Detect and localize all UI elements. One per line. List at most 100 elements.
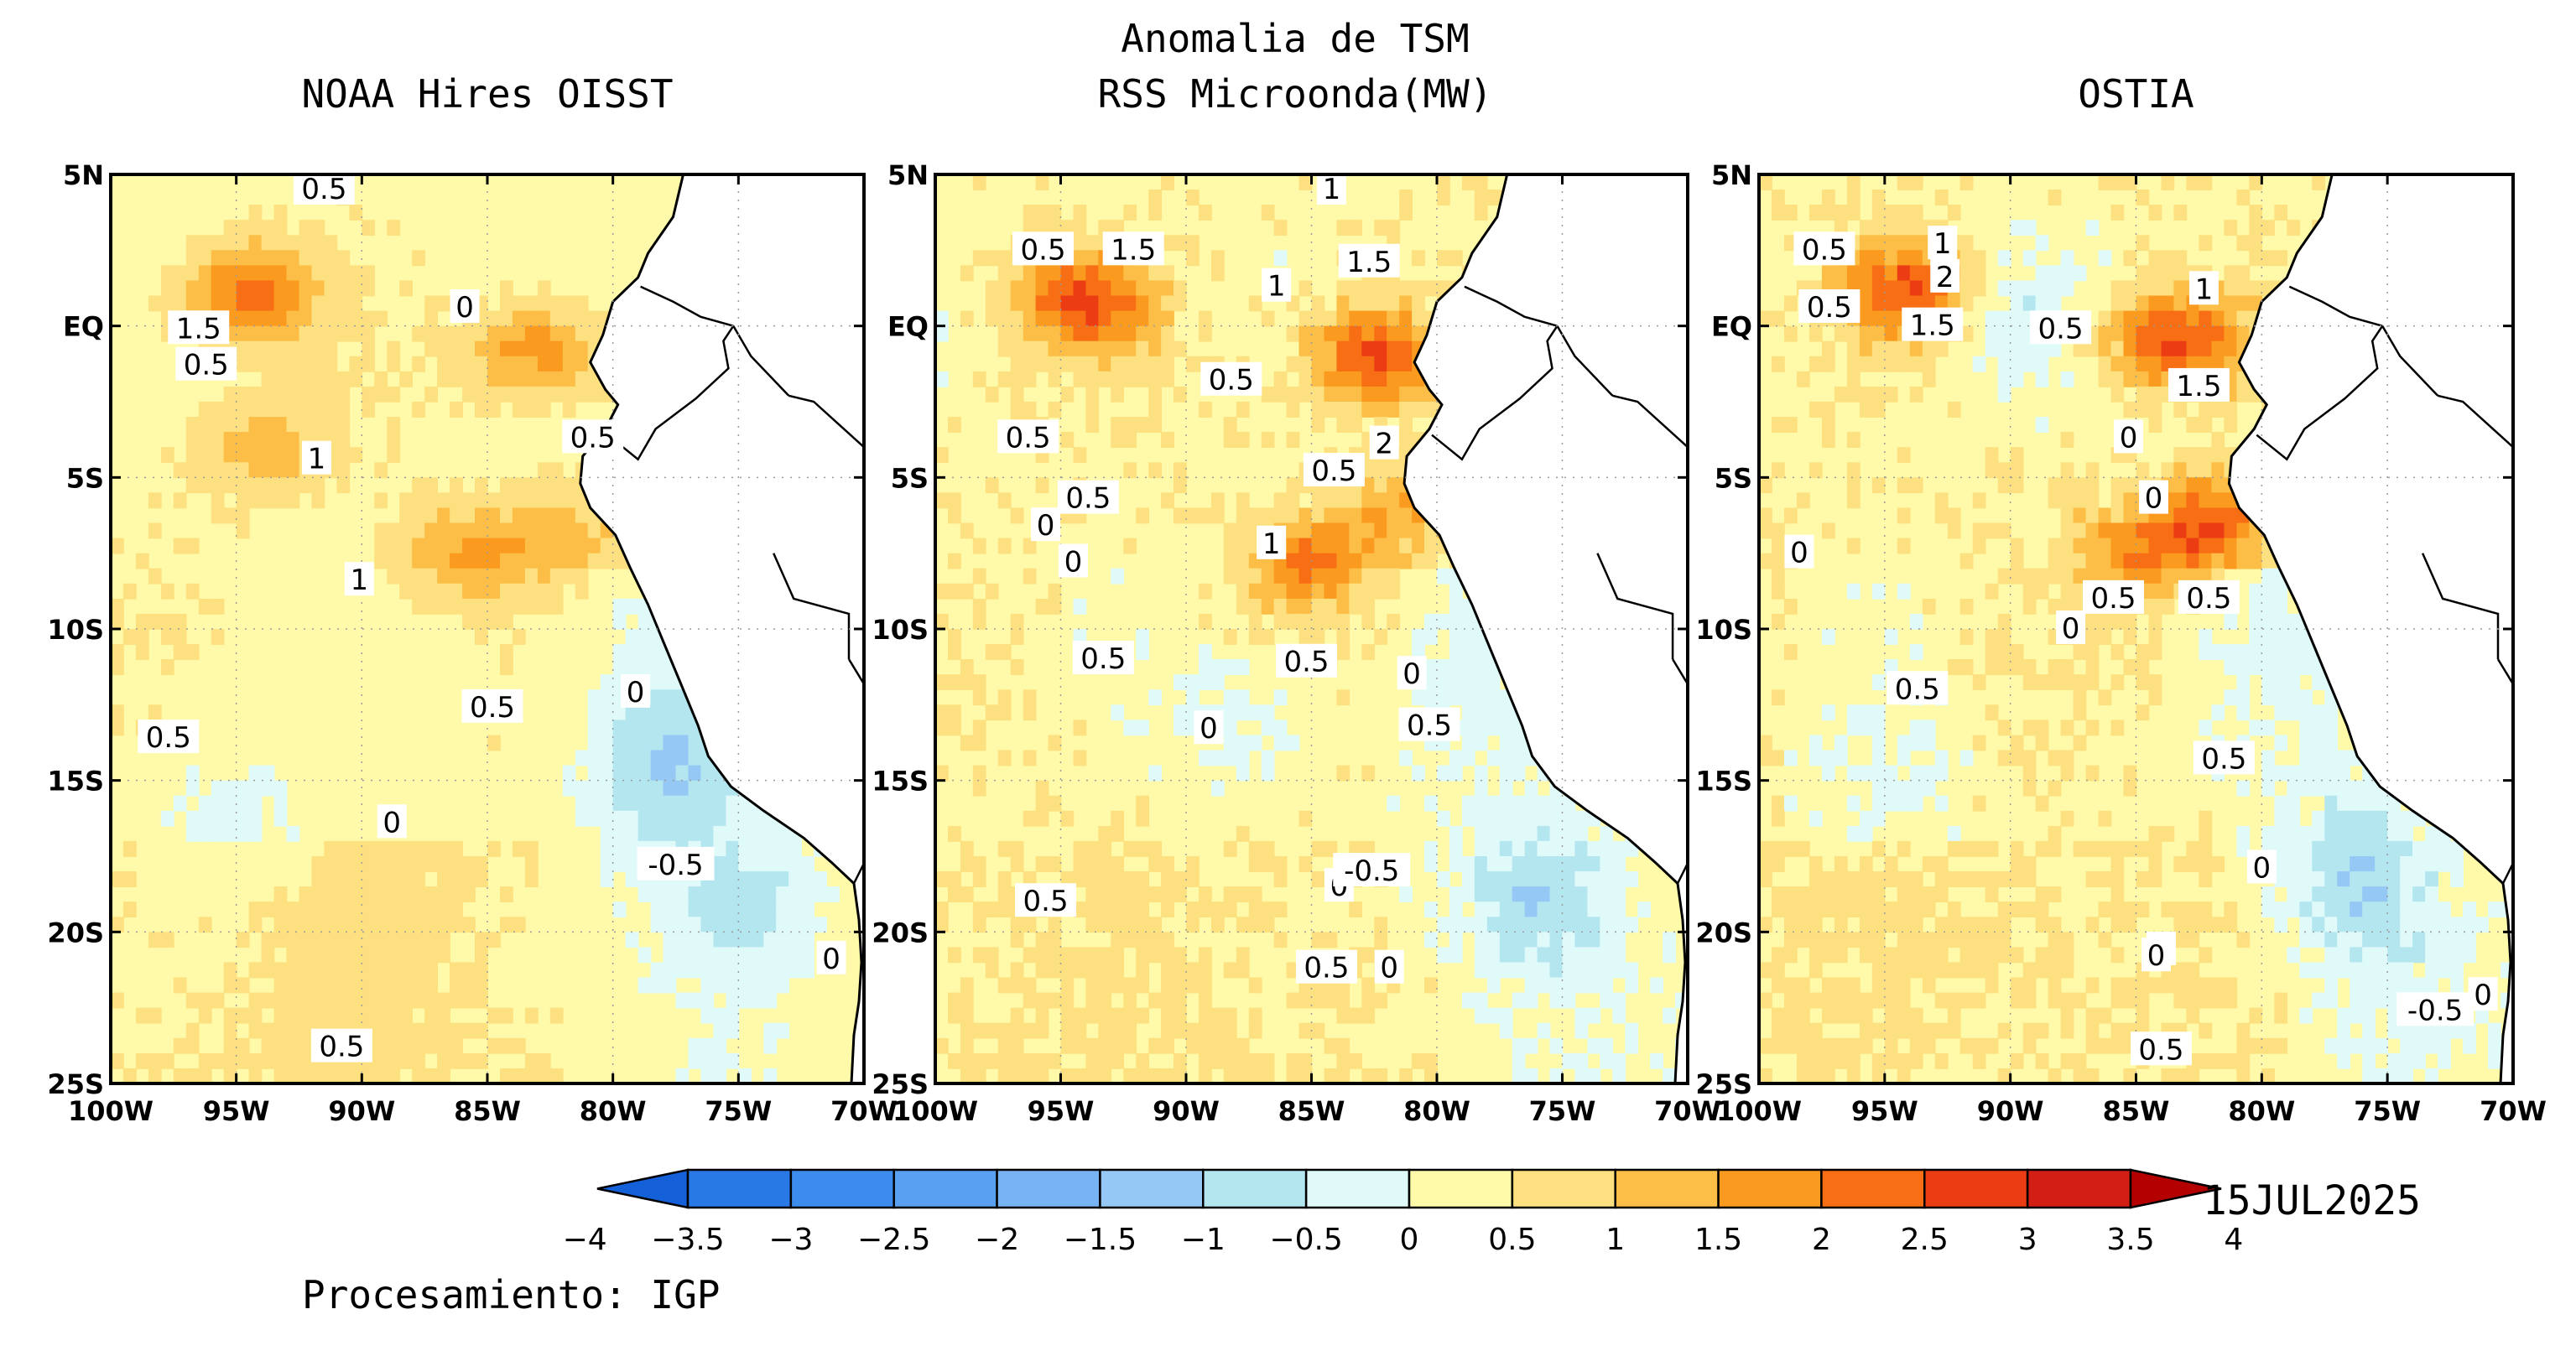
anomaly-cell — [1123, 371, 1137, 387]
anomaly-cell — [1474, 720, 1488, 736]
anomaly-cell — [299, 992, 313, 1009]
anomaly-cell — [2236, 825, 2251, 842]
anomaly-cell — [524, 840, 539, 857]
contour-label-text: -0.5 — [2407, 994, 2463, 1027]
anomaly-cell — [1821, 432, 1835, 448]
anomaly-cell — [211, 992, 225, 1009]
anomaly-cell — [1499, 901, 1513, 918]
anomaly-cell — [2425, 1022, 2438, 1039]
anomaly-cell — [349, 840, 363, 857]
anomaly-cell — [273, 780, 288, 797]
contour-label-text: 0 — [1380, 952, 1398, 985]
anomaly-cell — [1808, 356, 1823, 372]
colorbar-label: 0 — [1400, 1223, 1419, 1257]
anomaly-cell — [1846, 432, 1860, 448]
anomaly-cell — [625, 810, 639, 827]
anomaly-cell — [2085, 538, 2100, 554]
anomaly-cell — [2085, 462, 2100, 479]
anomaly-cell — [2362, 1037, 2376, 1054]
anomaly-cell — [2475, 917, 2489, 933]
anomaly-cell — [675, 810, 690, 827]
anomaly-cell — [462, 386, 476, 403]
anomaly-cell — [1834, 1052, 1848, 1069]
anomaly-cell — [997, 1068, 1012, 1083]
anomaly-cell — [1524, 825, 1538, 842]
anomaly-cell — [1148, 462, 1162, 479]
anomaly-cell — [2324, 780, 2339, 797]
anomaly-cell — [1111, 265, 1125, 282]
anomaly-cell — [2261, 629, 2276, 645]
anomaly-cell — [537, 477, 551, 494]
anomaly-cell — [738, 856, 752, 872]
x-tick-label: 80W — [580, 1095, 647, 1127]
anomaly-cell — [935, 583, 949, 600]
anomaly-cell — [349, 295, 363, 312]
anomaly-cell — [1821, 992, 1835, 1009]
anomaly-cell — [173, 538, 187, 554]
anomaly-cell — [1199, 962, 1212, 979]
anomaly-cell — [1600, 962, 1614, 979]
anomaly-cell — [412, 522, 425, 539]
anomaly-cell — [2299, 962, 2313, 979]
anomaly-cell — [1412, 1052, 1425, 1069]
anomaly-cell — [948, 553, 961, 569]
anomaly-cell — [2048, 295, 2062, 312]
anomaly-cell — [700, 810, 715, 827]
anomaly-cell — [1085, 856, 1100, 872]
anomaly-cell — [788, 947, 802, 964]
anomaly-cell — [738, 962, 752, 979]
anomaly-cell — [1174, 674, 1187, 691]
anomaly-cell — [248, 250, 263, 267]
anomaly-cell — [663, 825, 677, 842]
anomaly-cell — [1174, 340, 1187, 357]
anomaly-cell — [2161, 250, 2175, 267]
anomaly-cell — [1922, 765, 1936, 782]
contour-label: 0.5 — [1015, 883, 1077, 918]
anomaly-cell — [1637, 901, 1651, 918]
anomaly-cell — [2362, 871, 2376, 887]
anomaly-cell — [738, 871, 752, 887]
anomaly-cell — [1985, 629, 1999, 645]
anomaly-cell — [1859, 765, 1873, 782]
contour-label-text: 1.5 — [176, 312, 221, 345]
anomaly-cell — [412, 992, 425, 1009]
anomaly-cell — [500, 1068, 513, 1083]
anomaly-cell — [374, 553, 388, 569]
anomaly-cell — [738, 886, 752, 902]
anomaly-cell — [1324, 538, 1338, 554]
anomaly-cell — [1010, 1022, 1024, 1039]
anomaly-cell — [349, 871, 363, 887]
anomaly-cell — [1499, 886, 1513, 902]
anomaly-cell — [935, 871, 949, 887]
contour-label: 0.5 — [997, 419, 1059, 455]
contour-label-bg — [1784, 534, 1814, 569]
anomaly-cell — [2400, 825, 2413, 842]
anomaly-cell — [2312, 871, 2326, 887]
anomaly-cell — [1186, 356, 1200, 372]
anomaly-cell — [223, 477, 237, 494]
contour-label: 1 — [1316, 174, 1346, 206]
anomaly-cell — [399, 1052, 413, 1069]
anomaly-cell — [1136, 629, 1149, 645]
anomaly-cell — [223, 447, 237, 464]
anomaly-cell — [2060, 583, 2074, 600]
contour-label-text: 2 — [1375, 428, 1393, 461]
anomaly-cell — [1060, 295, 1075, 312]
anomaly-cell — [236, 477, 250, 494]
anomaly-cell — [2324, 886, 2339, 902]
anomaly-cell — [1387, 538, 1400, 554]
anomaly-cell — [248, 235, 263, 252]
anomaly-cell — [311, 871, 325, 887]
anomaly-cell — [1524, 810, 1538, 827]
anomaly-cell — [1959, 932, 1974, 948]
anomaly-cell — [1261, 598, 1275, 615]
anomaly-cell — [549, 1068, 564, 1083]
anomaly-cell — [1048, 947, 1062, 964]
anomaly-cell — [1959, 1037, 1974, 1054]
anomaly-cell — [1210, 1022, 1225, 1039]
anomaly-cell — [1073, 962, 1087, 979]
anomaly-cell — [575, 310, 589, 327]
country-border — [2381, 325, 2439, 397]
anomaly-cell — [248, 780, 263, 797]
anomaly-cell — [1437, 674, 1450, 691]
